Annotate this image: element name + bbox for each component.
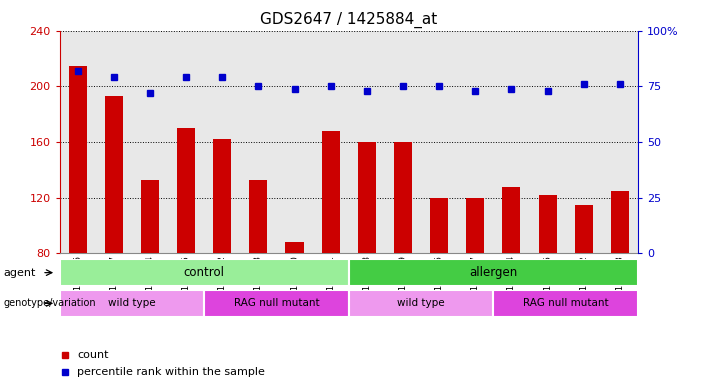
Bar <box>538 195 557 253</box>
Bar <box>141 180 159 253</box>
Bar <box>104 96 123 253</box>
Bar <box>60 259 348 286</box>
Bar <box>348 259 638 286</box>
Text: count: count <box>77 350 109 360</box>
Bar <box>204 290 348 317</box>
Bar <box>60 290 204 317</box>
Title: GDS2647 / 1425884_at: GDS2647 / 1425884_at <box>260 12 437 28</box>
Bar <box>466 198 484 253</box>
Bar <box>394 142 412 253</box>
Bar <box>494 290 638 317</box>
Text: agent: agent <box>4 268 36 278</box>
Bar <box>503 187 520 253</box>
Bar <box>430 198 448 253</box>
Bar <box>213 139 231 253</box>
Text: control: control <box>184 266 224 279</box>
Bar <box>611 191 629 253</box>
Bar <box>348 290 494 317</box>
Bar <box>575 205 593 253</box>
Text: RAG null mutant: RAG null mutant <box>233 298 319 308</box>
Text: percentile rank within the sample: percentile rank within the sample <box>77 366 265 377</box>
Text: RAG null mutant: RAG null mutant <box>523 298 608 308</box>
Bar <box>358 142 376 253</box>
Text: allergen: allergen <box>469 266 517 279</box>
Text: wild type: wild type <box>397 298 445 308</box>
Bar <box>250 180 267 253</box>
Bar <box>322 131 340 253</box>
Bar <box>177 128 195 253</box>
Text: wild type: wild type <box>108 298 156 308</box>
Bar <box>285 242 304 253</box>
Text: genotype/variation: genotype/variation <box>4 298 96 308</box>
Bar <box>69 66 87 253</box>
